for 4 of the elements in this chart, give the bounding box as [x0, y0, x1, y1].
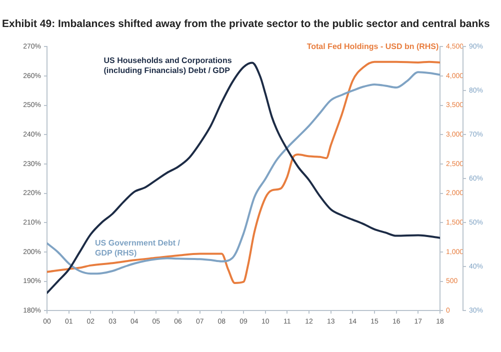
chart-title: Exhibit 49: Imbalances shifted away from the private sector to the public sector and central banks: [2, 18, 490, 30]
series-label: US Government Debt / GDP (RHS): [95, 238, 181, 258]
series-label: US Households and Corporations (including Financials) Debt / GDP: [104, 56, 232, 75]
series-label: Total Fed Holdings - USD bn (RHS): [306, 42, 439, 51]
